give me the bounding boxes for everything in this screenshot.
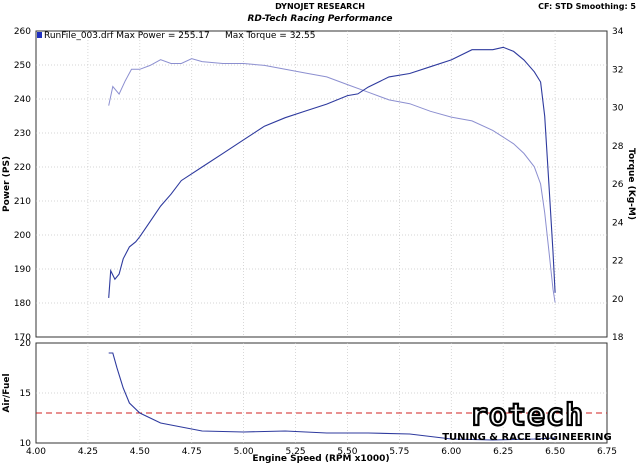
torque-axis-label: Torque (Kg-M) [626,148,636,220]
rpm-tick-label: 5.75 [389,447,409,457]
power-tick-label: 250 [14,61,31,71]
power-tick-label: 260 [14,27,31,37]
afr-grid [36,343,607,443]
afr-tick-label: 20 [20,339,32,349]
power-tick-label: 220 [14,163,31,173]
power-line [108,46,556,298]
torque-tick-label: 32 [612,65,623,75]
rpm-tick-label: 5.25 [286,447,306,457]
power-tick-label: 170 [14,333,31,343]
afr-line [108,352,556,441]
rpm-axis-label: Engine Speed (RPM x1000) [252,454,389,464]
rpm-tick-label: 5.50 [337,447,357,457]
torque-tick-label: 34 [612,27,624,37]
afr-axis-label: Air/Fuel [2,373,12,412]
rpm-tick-label: 5.00 [234,447,254,457]
torque-tick-label: 18 [612,333,624,343]
logo-brand: rotech [470,398,584,433]
torque-tick-label: 22 [612,257,623,267]
legend-run-label: RunFile_003.drf Max Power = 255.17 [44,31,210,41]
power-plot-area [35,30,608,338]
torque-tick-label: 30 [612,104,624,114]
power-axis-label: Power (PS) [2,156,12,212]
legend-torque-label: Max Torque = 32.55 [225,31,315,41]
logo-tagline: TUNING & RACE ENGINEERING [442,432,612,443]
torque-tick-label: 20 [612,295,624,305]
rpm-axis-ticks: 4.00 4.25 4.50 4.75 5.00 5.25 5.50 5.75 6.00 6.25… [26,447,617,457]
afr-axis-ticks: 10 15 20 [20,339,32,449]
power-tick-label: 180 [14,299,31,309]
power-tick-label: 200 [14,231,31,241]
rpm-tick-label: 6.00 [441,447,461,457]
power-grid [36,31,607,337]
torque-axis-ticks: 18 20 22 24 26 28 30 32 34 [612,27,624,343]
power-axis-ticks: 170 180 190 200 210 220 230 240 250 260 [14,27,31,343]
rpm-tick-label: 6.75 [597,447,617,457]
header-title: DYNOJET RESEARCH [275,2,365,11]
rpm-tick-label: 4.00 [26,447,46,457]
rpm-tick-label: 4.25 [78,447,98,457]
torque-tick-label: 28 [612,142,624,152]
power-tick-label: 230 [14,129,31,139]
power-tick-label: 190 [14,265,31,275]
power-tick-label: 240 [14,95,31,105]
torque-tick-label: 24 [612,218,624,228]
rpm-tick-label: 6.25 [493,447,513,457]
header-subtitle: RD-Tech Racing Performance [247,14,392,24]
power-torque-lines [108,46,556,303]
legend-swatch [37,32,42,38]
rpm-tick-label: 4.50 [130,447,150,457]
torque-line [108,58,556,303]
header-info: CF: STD Smoothing: 5 [538,2,636,11]
rpm-tick-label: 4.75 [182,447,202,457]
afr-tick-label: 15 [20,389,31,399]
rpm-tick-label: 6.50 [545,447,565,457]
afr-tick-label: 10 [20,439,32,449]
torque-tick-label: 26 [612,180,624,190]
afr-lines [36,352,607,441]
rotech-logo: rotech TUNING & RACE ENGINEERING [442,397,612,443]
power-tick-label: 210 [14,197,31,207]
